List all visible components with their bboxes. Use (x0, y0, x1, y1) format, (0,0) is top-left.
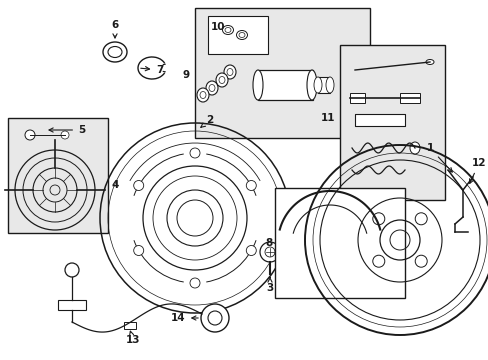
Ellipse shape (219, 77, 224, 84)
Circle shape (25, 130, 35, 140)
Text: 4: 4 (112, 180, 119, 190)
Bar (195, 8, 369, 138)
Ellipse shape (313, 77, 321, 93)
Text: 3: 3 (266, 277, 273, 293)
Circle shape (201, 304, 228, 332)
Ellipse shape (216, 73, 227, 87)
Ellipse shape (197, 88, 208, 102)
Bar (124, 322, 136, 329)
Circle shape (190, 148, 200, 158)
Ellipse shape (236, 31, 247, 40)
Bar (58, 300, 86, 310)
Ellipse shape (239, 32, 244, 37)
Circle shape (246, 246, 256, 256)
Ellipse shape (306, 70, 316, 100)
Ellipse shape (224, 27, 230, 32)
Circle shape (372, 255, 384, 267)
Text: 11: 11 (320, 113, 334, 123)
Bar (339, 45, 444, 200)
Bar (258, 70, 312, 100)
Text: 10: 10 (210, 22, 225, 32)
Circle shape (260, 242, 280, 262)
Ellipse shape (205, 81, 218, 95)
Circle shape (414, 213, 427, 225)
Circle shape (190, 278, 200, 288)
Circle shape (246, 180, 256, 190)
Text: 5: 5 (49, 125, 85, 135)
Bar (8, 118, 108, 233)
Text: 9: 9 (183, 70, 190, 80)
Text: 14: 14 (170, 313, 198, 323)
Text: 2: 2 (201, 115, 213, 127)
Bar (317, 77, 329, 93)
Ellipse shape (222, 26, 233, 35)
Circle shape (207, 311, 222, 325)
Circle shape (372, 213, 384, 225)
Text: 8: 8 (265, 238, 272, 248)
Circle shape (61, 131, 69, 139)
Circle shape (264, 247, 274, 257)
Text: 12: 12 (468, 158, 486, 183)
Circle shape (133, 180, 143, 190)
Ellipse shape (224, 65, 236, 79)
Ellipse shape (425, 59, 433, 64)
Text: 7: 7 (141, 65, 163, 75)
Bar (354, 114, 404, 126)
Ellipse shape (325, 77, 333, 93)
Ellipse shape (409, 142, 419, 154)
Bar (207, 16, 267, 54)
Circle shape (414, 255, 427, 267)
Text: 13: 13 (125, 331, 140, 345)
Ellipse shape (252, 70, 263, 100)
Ellipse shape (200, 91, 205, 99)
Ellipse shape (108, 46, 122, 58)
Text: 6: 6 (111, 20, 119, 38)
Bar (349, 93, 364, 103)
Ellipse shape (226, 68, 232, 76)
Circle shape (133, 246, 143, 256)
Text: 1: 1 (426, 143, 451, 172)
Bar (399, 93, 419, 103)
Bar (274, 188, 404, 298)
Ellipse shape (208, 85, 215, 91)
Ellipse shape (103, 42, 127, 62)
